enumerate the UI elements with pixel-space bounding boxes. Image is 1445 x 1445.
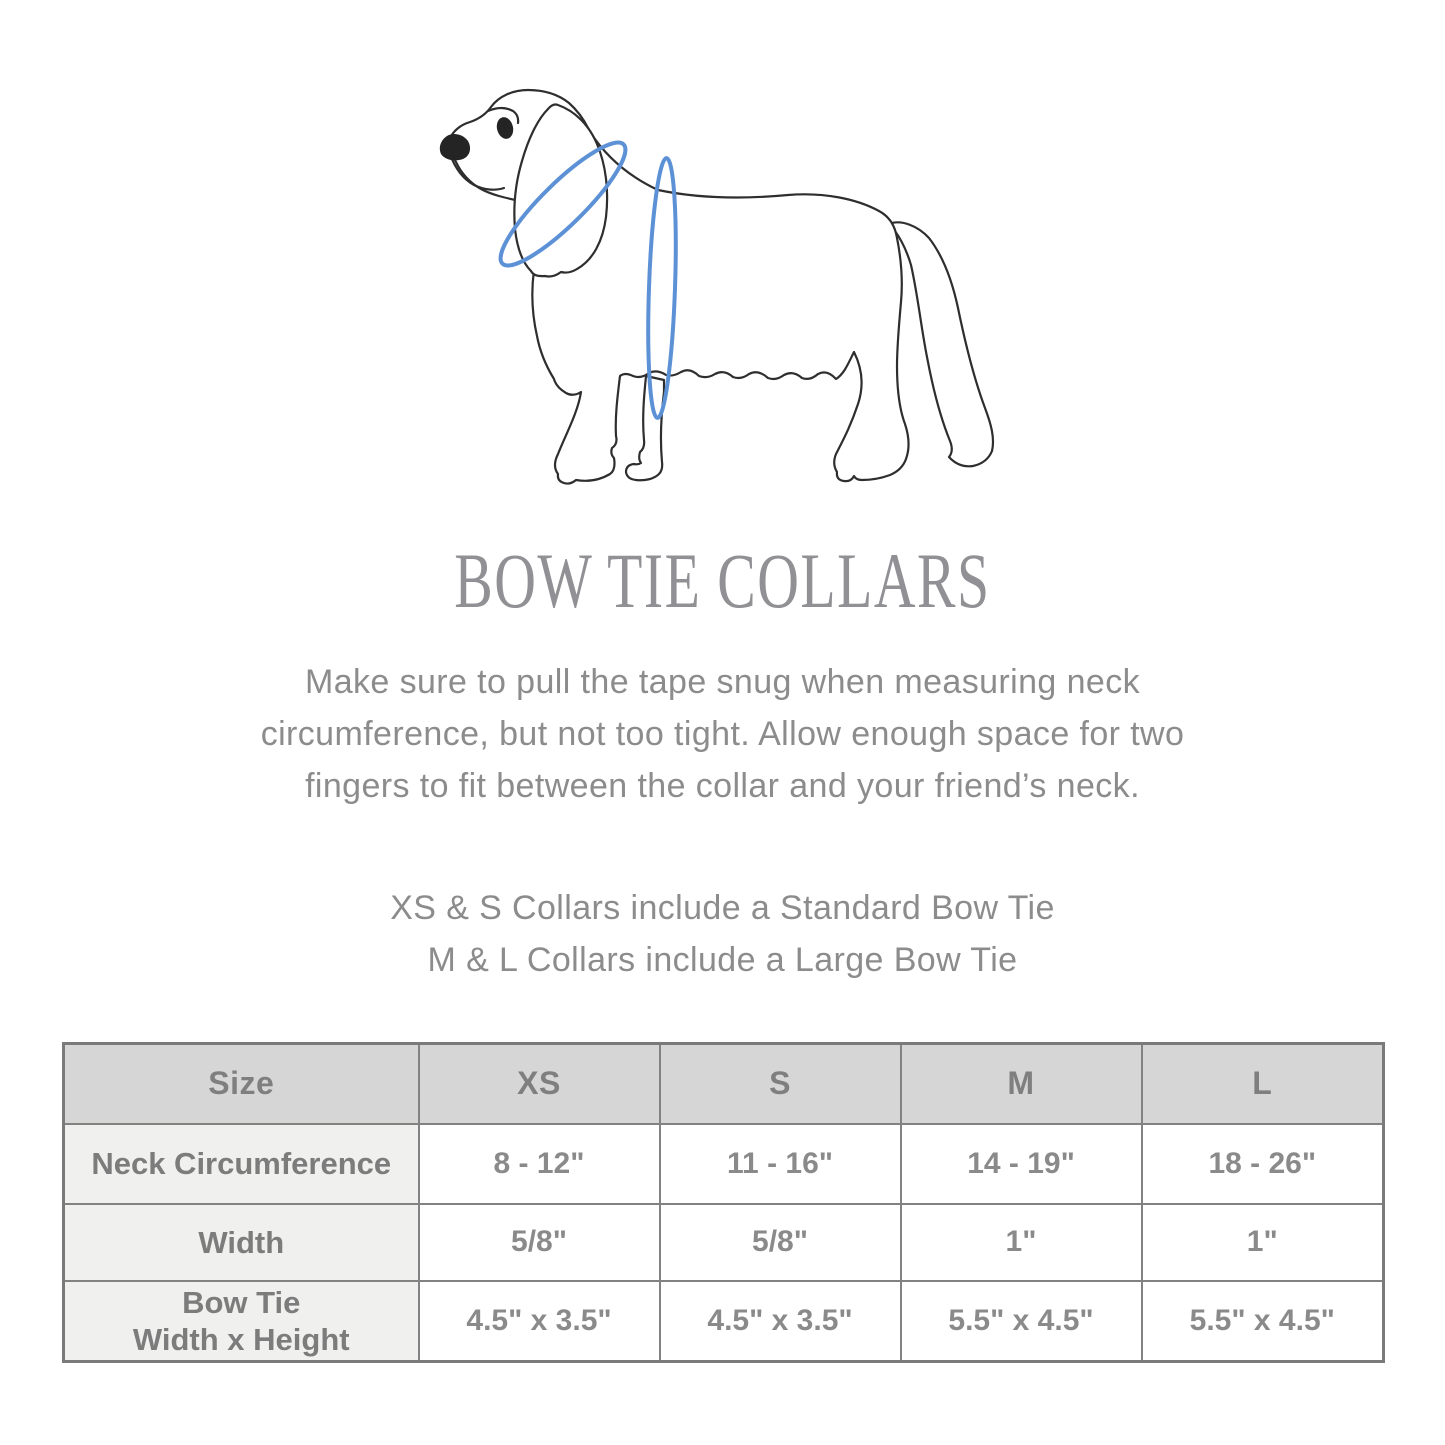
row-label-neck-circumference: Neck Circumference [62, 1122, 420, 1205]
table-header-row: Size XS S M L [62, 1042, 1385, 1125]
bowtie-value-l: 5.5" x 4.5" [1140, 1279, 1385, 1363]
table-row-bow-tie-size: Bow Tie Width x Height 4.5" x 3.5" 4.5" … [62, 1279, 1385, 1363]
width-value-s: 5/8" [658, 1202, 902, 1282]
neck-measurement-circle [498, 140, 628, 268]
dog-measurement-illustration [439, 88, 995, 485]
instructions-line: circumference, but not too tight. Allow … [260, 715, 1185, 753]
column-header-l: L [1140, 1042, 1385, 1125]
row-label-bow-tie-size: Bow Tie Width x Height [62, 1279, 420, 1363]
table-row-neck-circumference: Neck Circumference 8 - 12" 11 - 16" 14 -… [62, 1122, 1385, 1205]
column-header-m: M [899, 1042, 1143, 1125]
column-header-xs: XS [417, 1042, 661, 1125]
bow-tie-inclusion-notes: XS & S Collars include a Standard Bow Ti… [0, 882, 1445, 986]
table-row-width: Width 5/8" 5/8" 1" 1" [62, 1202, 1385, 1282]
row-label-width: Width [62, 1202, 420, 1282]
note-line: M & L Collars include a Large Bow Tie [427, 941, 1018, 979]
dog-nose [439, 133, 471, 161]
neck-value-l: 18 - 26" [1140, 1122, 1385, 1205]
row-label-text: Neck Circumference [91, 1146, 392, 1181]
dog-mouth-line [448, 152, 506, 191]
dog-eye [496, 117, 514, 139]
instructions-line: fingers to fit between the collar and yo… [305, 767, 1140, 805]
measuring-instructions: Make sure to pull the tape snug when mea… [0, 656, 1445, 812]
width-value-l: 1" [1140, 1202, 1385, 1282]
dog-outline [447, 88, 995, 485]
neck-value-m: 14 - 19" [899, 1122, 1143, 1205]
dog-brow-line [486, 106, 520, 125]
dog-ear [513, 103, 609, 278]
title-wrap: BOW TIE COLLARS [0, 542, 1445, 620]
neck-value-s: 11 - 16" [658, 1122, 902, 1205]
dog-tail [887, 221, 995, 468]
chest-measurement-circle [646, 156, 678, 420]
neck-value-xs: 8 - 12" [417, 1122, 661, 1205]
column-header-size: Size [62, 1042, 420, 1125]
width-value-xs: 5/8" [417, 1202, 661, 1282]
bowtie-value-xs: 4.5" x 3.5" [417, 1279, 661, 1363]
dog-body [447, 88, 910, 485]
note-line: XS & S Collars include a Standard Bow Ti… [390, 889, 1055, 927]
instructions-line: Make sure to pull the tape snug when mea… [305, 663, 1140, 701]
row-label-text: Width x Height [132, 1321, 350, 1357]
width-value-m: 1" [899, 1202, 1143, 1282]
size-chart-table: Size XS S M L Neck Circumference 8 - 12"… [62, 1042, 1385, 1363]
row-label-text: Bow Tie [182, 1284, 301, 1320]
bowtie-value-s: 4.5" x 3.5" [658, 1279, 902, 1363]
dog-far-front-leg [624, 374, 666, 482]
bowtie-value-m: 5.5" x 4.5" [899, 1279, 1143, 1363]
row-label-text: Width [198, 1224, 285, 1260]
column-header-s: S [658, 1042, 902, 1125]
page-title: BOW TIE COLLARS [454, 537, 991, 624]
